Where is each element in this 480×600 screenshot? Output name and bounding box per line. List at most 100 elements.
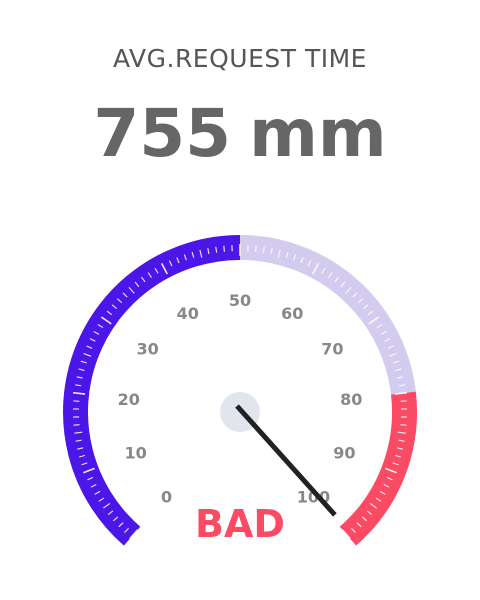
minor-tick xyxy=(107,510,114,515)
minor-tick xyxy=(122,292,128,298)
minor-tick xyxy=(97,323,104,329)
minor-tick xyxy=(111,304,117,310)
minor-tick xyxy=(376,323,383,329)
minor-tick xyxy=(334,276,339,283)
gauge-band-good xyxy=(63,235,241,546)
minor-tick xyxy=(154,267,159,274)
minor-tick xyxy=(176,257,180,264)
metric-value: 755 xyxy=(93,95,232,172)
minor-tick xyxy=(94,490,101,495)
minor-tick xyxy=(387,345,394,349)
gauge-ticks xyxy=(73,244,407,540)
minor-tick xyxy=(191,251,195,258)
status-label: BAD xyxy=(195,502,285,546)
minor-tick xyxy=(357,298,364,304)
minor-tick xyxy=(98,497,105,502)
minor-tick xyxy=(93,330,100,335)
scale-label: 60 xyxy=(281,304,303,323)
minor-tick xyxy=(86,345,93,349)
major-tick xyxy=(341,529,351,540)
minor-tick xyxy=(118,522,124,528)
minor-tick xyxy=(367,310,374,316)
minor-tick xyxy=(384,338,391,342)
major-tick xyxy=(160,263,168,275)
minor-tick xyxy=(285,251,289,258)
minor-tick xyxy=(78,368,85,372)
minor-tick xyxy=(366,510,373,515)
minor-tick xyxy=(392,462,399,466)
minor-tick xyxy=(223,245,225,252)
scale-label: 70 xyxy=(321,340,343,359)
minor-tick xyxy=(379,490,386,495)
minor-tick xyxy=(112,516,119,522)
minor-tick xyxy=(90,483,97,488)
minor-tick xyxy=(363,304,369,310)
minor-tick xyxy=(207,248,210,255)
minor-tick xyxy=(183,254,187,261)
minor-tick xyxy=(116,298,123,304)
minor-tick xyxy=(81,462,88,466)
minor-tick xyxy=(328,272,333,278)
scale-label: 0 xyxy=(161,488,172,507)
minor-tick xyxy=(199,249,203,258)
minor-tick xyxy=(395,368,402,372)
minor-tick xyxy=(124,527,130,533)
minor-tick xyxy=(345,286,352,294)
minor-tick xyxy=(77,447,84,450)
scale-label: 80 xyxy=(340,390,362,409)
minor-tick xyxy=(375,497,382,502)
minor-tick xyxy=(380,330,387,335)
minor-tick xyxy=(75,384,82,387)
minor-tick xyxy=(352,292,358,298)
major-tick xyxy=(385,467,397,474)
major-tick xyxy=(129,529,139,540)
major-tick xyxy=(73,391,86,395)
minor-tick xyxy=(80,360,87,364)
minor-tick xyxy=(398,384,405,387)
minor-tick xyxy=(300,257,304,264)
scale-label: 30 xyxy=(136,340,158,359)
minor-tick xyxy=(147,272,152,278)
major-tick xyxy=(394,391,407,395)
minor-tick xyxy=(270,248,273,255)
gauge-band-warn xyxy=(239,235,416,395)
minor-tick xyxy=(168,260,173,267)
minor-tick xyxy=(83,353,92,357)
minor-tick xyxy=(396,447,403,450)
minor-tick xyxy=(361,516,368,522)
scale-label: 50 xyxy=(229,291,251,310)
minor-tick xyxy=(75,439,82,442)
gauge-needle xyxy=(235,404,337,517)
major-tick xyxy=(83,467,95,474)
minor-tick xyxy=(103,502,111,509)
minor-tick xyxy=(79,454,86,458)
minor-tick xyxy=(293,254,297,261)
minor-tick xyxy=(321,267,326,274)
minor-tick xyxy=(386,476,393,481)
minor-tick xyxy=(383,483,390,488)
minor-tick xyxy=(307,260,312,267)
metric-value-display: 755 mm xyxy=(0,94,480,174)
minor-tick xyxy=(134,281,140,288)
minor-tick xyxy=(394,454,401,458)
major-tick xyxy=(368,316,380,325)
minor-tick xyxy=(106,310,113,316)
minor-tick xyxy=(388,353,397,357)
minor-tick xyxy=(340,281,346,288)
minor-tick xyxy=(128,286,135,294)
minor-tick xyxy=(74,431,83,434)
minor-tick xyxy=(350,527,356,533)
minor-tick xyxy=(397,431,406,434)
major-tick xyxy=(312,263,320,275)
major-tick xyxy=(100,316,112,325)
minor-tick xyxy=(215,246,218,253)
scale-label: 20 xyxy=(118,390,140,409)
minor-tick xyxy=(255,245,257,252)
minor-tick xyxy=(369,502,377,509)
minor-tick xyxy=(397,376,404,379)
minor-tick xyxy=(141,276,146,283)
minor-tick xyxy=(277,249,281,258)
